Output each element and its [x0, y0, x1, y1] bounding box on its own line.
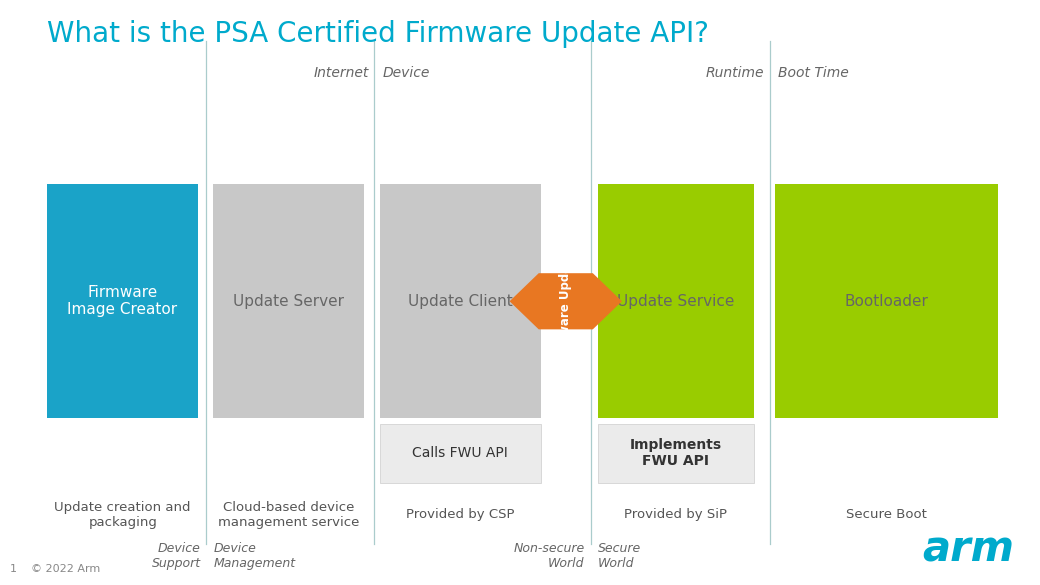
Text: Firmware
Image Creator: Firmware Image Creator [68, 285, 177, 318]
Text: Device: Device [383, 66, 431, 80]
FancyBboxPatch shape [598, 424, 754, 483]
Text: Device
Support: Device Support [152, 542, 201, 570]
Text: Update Client: Update Client [408, 294, 513, 309]
Text: Device
Management: Device Management [213, 542, 295, 570]
Text: Firmware Update API: Firmware Update API [560, 225, 572, 366]
Text: Implements
FWU API: Implements FWU API [630, 438, 722, 469]
FancyBboxPatch shape [380, 424, 541, 483]
Text: Secure Boot: Secure Boot [846, 508, 927, 521]
FancyBboxPatch shape [47, 184, 198, 418]
Text: Bootloader: Bootloader [844, 294, 929, 309]
Text: arm: arm [922, 528, 1014, 570]
Text: 1    © 2022 Arm: 1 © 2022 Arm [10, 565, 101, 574]
FancyBboxPatch shape [380, 184, 541, 418]
Text: Calls FWU API: Calls FWU API [412, 446, 509, 460]
Text: Boot Time: Boot Time [778, 66, 849, 80]
Text: Update Server: Update Server [233, 294, 344, 309]
Text: Update creation and
packaging: Update creation and packaging [54, 501, 191, 529]
Text: Update Service: Update Service [618, 294, 734, 309]
FancyBboxPatch shape [213, 184, 364, 418]
Text: Cloud-based device
management service: Cloud-based device management service [218, 501, 360, 529]
Text: Provided by SiP: Provided by SiP [624, 508, 728, 521]
Text: Secure
World: Secure World [598, 542, 642, 570]
Text: Internet: Internet [314, 66, 369, 80]
Polygon shape [510, 273, 622, 329]
Text: Non-secure
World: Non-secure World [513, 542, 584, 570]
FancyBboxPatch shape [598, 184, 754, 418]
Text: Provided by CSP: Provided by CSP [407, 508, 515, 521]
Text: Runtime: Runtime [706, 66, 764, 80]
FancyBboxPatch shape [775, 184, 998, 418]
Text: What is the PSA Certified Firmware Update API?: What is the PSA Certified Firmware Updat… [47, 20, 709, 49]
